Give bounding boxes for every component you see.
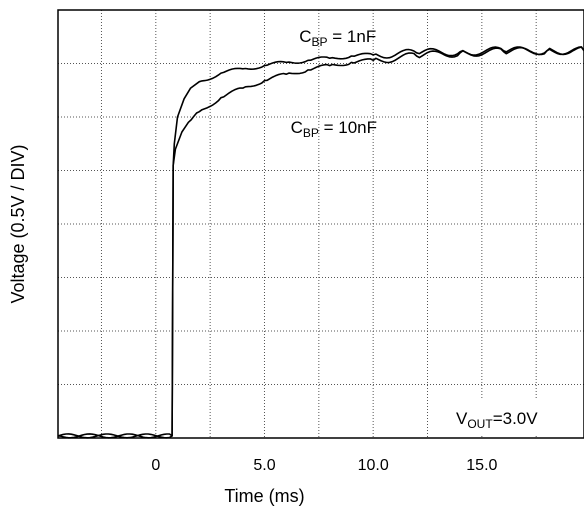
vout-annotation: VOUT=3.0V [456,409,538,431]
x-tick-labels: 0 5.0 10.0 15.0 [151,457,497,474]
x-axis-label: Time (ms) [224,486,304,506]
series-line-1nf [57,46,584,439]
vout-annotation-background [444,400,582,434]
x-tick-label: 15.0 [466,457,497,474]
plot-frame [57,9,584,439]
grid [58,10,584,438]
series-label-1nf: CBP = 1nF [299,27,376,49]
x-tick-label: 10.0 [358,457,389,474]
series-label-10nf: CBP = 10nF [291,118,377,140]
x-tick-label: 0 [151,457,160,474]
series-layer [57,46,584,439]
series-line-10nf [57,46,584,439]
x-tick-label: 5.0 [253,457,275,474]
y-axis-label: Voltage (0.5V / DIV) [8,144,28,303]
